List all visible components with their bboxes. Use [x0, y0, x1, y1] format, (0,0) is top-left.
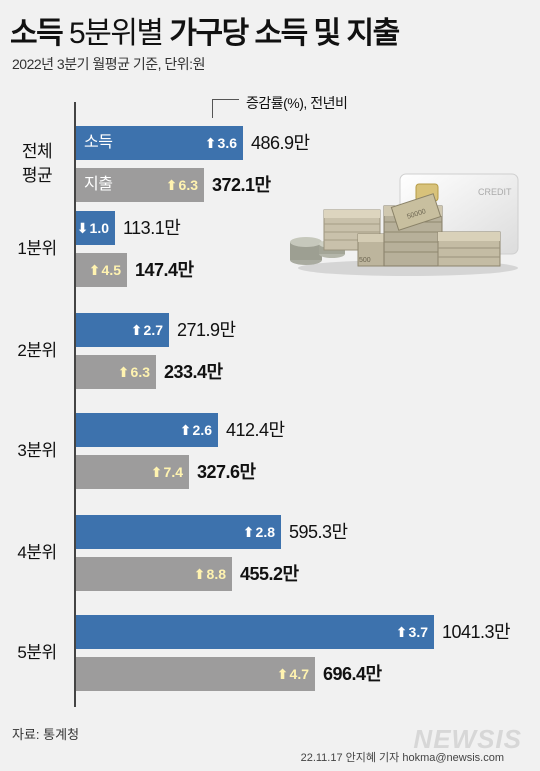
income-bar: ⬆2.8: [76, 515, 281, 549]
expense-bar: ⬆6.3: [76, 355, 156, 389]
arrow-up-icon: ⬆: [395, 624, 408, 640]
arrow-up-icon: ⬆: [150, 464, 163, 480]
yoy-change-value: 6.3: [130, 364, 150, 380]
money-illustration: CREDIT 50000 500: [290, 173, 519, 276]
expense-value-label: 696.4만: [323, 664, 382, 684]
category-label: 2분위: [17, 341, 57, 360]
arrow-up-icon: ⬆: [242, 524, 255, 540]
arrow-up-icon: ⬆: [276, 666, 289, 682]
arrow-up-icon: ⬆: [193, 566, 206, 582]
y-axis-line: [74, 102, 76, 707]
note-text-2: 500: [359, 257, 371, 264]
newsis-logo: NEWSIS: [413, 724, 522, 754]
arrow-down-icon: ⬇: [76, 220, 89, 236]
yoy-change-label: ⬆2.8: [243, 515, 275, 549]
yoy-change-value: 2.7: [143, 322, 163, 338]
expense-bar: ⬆7.4: [76, 455, 189, 489]
yoy-change-label: ⬆6.3: [166, 168, 198, 202]
yoy-change-value: 8.8: [206, 566, 226, 582]
chart-subtitle: 2022년 3분기 월평균 기준, 단위:원: [12, 56, 205, 72]
yoy-change-label: ⬇1.0: [77, 211, 109, 245]
expense-bar: ⬆4.5: [76, 253, 127, 287]
banknote-stack-icon: 50000 500: [323, 193, 501, 267]
income-value-label: 412.4만: [226, 420, 285, 440]
expense-bar: 지출 ⬆6.3: [76, 168, 204, 202]
yoy-change-label: ⬆2.7: [131, 313, 163, 347]
yoy-change-value: 2.6: [192, 422, 212, 438]
category-label: 1분위: [17, 239, 57, 258]
yoy-change-label: ⬆3.6: [205, 126, 237, 160]
yoy-change-label: ⬆8.8: [194, 557, 226, 591]
arrow-up-icon: ⬆: [88, 262, 101, 278]
income-series-label: 소득: [84, 134, 113, 151]
income-value-label: 271.9만: [177, 320, 236, 340]
expense-value-label: 327.6만: [197, 462, 256, 482]
category-label: 전체 평균: [21, 142, 53, 185]
income-value-label: 595.3만: [289, 522, 348, 542]
yoy-change-label: ⬆7.4: [151, 455, 183, 489]
expense-bar: ⬆8.8: [76, 557, 232, 591]
income-bar: 소득 ⬆3.6: [76, 126, 243, 160]
legend-note: 증감률(%), 전년비: [246, 95, 348, 111]
arrow-up-icon: ⬆: [179, 422, 192, 438]
arrow-up-icon: ⬆: [130, 322, 143, 338]
yoy-change-value: 2.8: [255, 524, 275, 540]
yoy-change-label: ⬆6.3: [118, 355, 150, 389]
arrow-up-icon: ⬆: [117, 364, 130, 380]
legend-bracket: [212, 99, 239, 118]
expense-value-label: 455.2만: [240, 564, 299, 584]
income-bar: ⬇1.0: [76, 211, 115, 245]
income-value-label: 113.1만: [123, 218, 181, 238]
expense-value-label: 372.1만: [212, 175, 271, 195]
income-bar: ⬆3.7: [76, 615, 434, 649]
yoy-change-value: 3.6: [217, 135, 237, 151]
yoy-change-value: 3.7: [408, 624, 428, 640]
arrow-up-icon: ⬆: [165, 177, 178, 193]
title-part-3: 가구당 소득 및 지출: [169, 17, 400, 50]
source-note: 자료: 통계청: [12, 727, 80, 742]
expense-value-label: 147.4만: [135, 260, 194, 280]
chart-title: 소득 5분위별 가구당 소득 및 지출: [10, 8, 400, 52]
category-label: 5분위: [17, 643, 57, 662]
yoy-change-value: 4.7: [289, 666, 309, 682]
income-value-label: 1041.3만: [442, 622, 511, 642]
title-part-1: 소득: [10, 17, 64, 50]
income-value-label: 486.9만: [251, 133, 310, 153]
category-label: 4분위: [17, 543, 57, 562]
expense-bar: ⬆4.7: [76, 657, 315, 691]
yoy-change-label: ⬆4.5: [89, 253, 121, 287]
yoy-change-value: 7.4: [163, 464, 183, 480]
income-bar: ⬆2.6: [76, 413, 218, 447]
title-part-2: 5분위별: [69, 17, 164, 50]
expense-series-label: 지출: [84, 176, 113, 193]
yoy-change-label: ⬆3.7: [396, 615, 428, 649]
income-bar: ⬆2.7: [76, 313, 169, 347]
card-text: CREDIT: [478, 187, 512, 197]
yoy-change-value: 4.5: [101, 262, 121, 278]
yoy-change-label: ⬆4.7: [277, 657, 309, 691]
yoy-change-value: 6.3: [178, 177, 198, 193]
expense-value-label: 233.4만: [164, 362, 223, 382]
category-label: 3분위: [17, 441, 57, 460]
arrow-up-icon: ⬆: [204, 135, 217, 151]
byline: 22.11.17 안지혜 기자 hokma@newsis.com: [300, 752, 504, 764]
yoy-change-value: 1.0: [89, 220, 109, 236]
yoy-change-label: ⬆2.6: [180, 413, 212, 447]
